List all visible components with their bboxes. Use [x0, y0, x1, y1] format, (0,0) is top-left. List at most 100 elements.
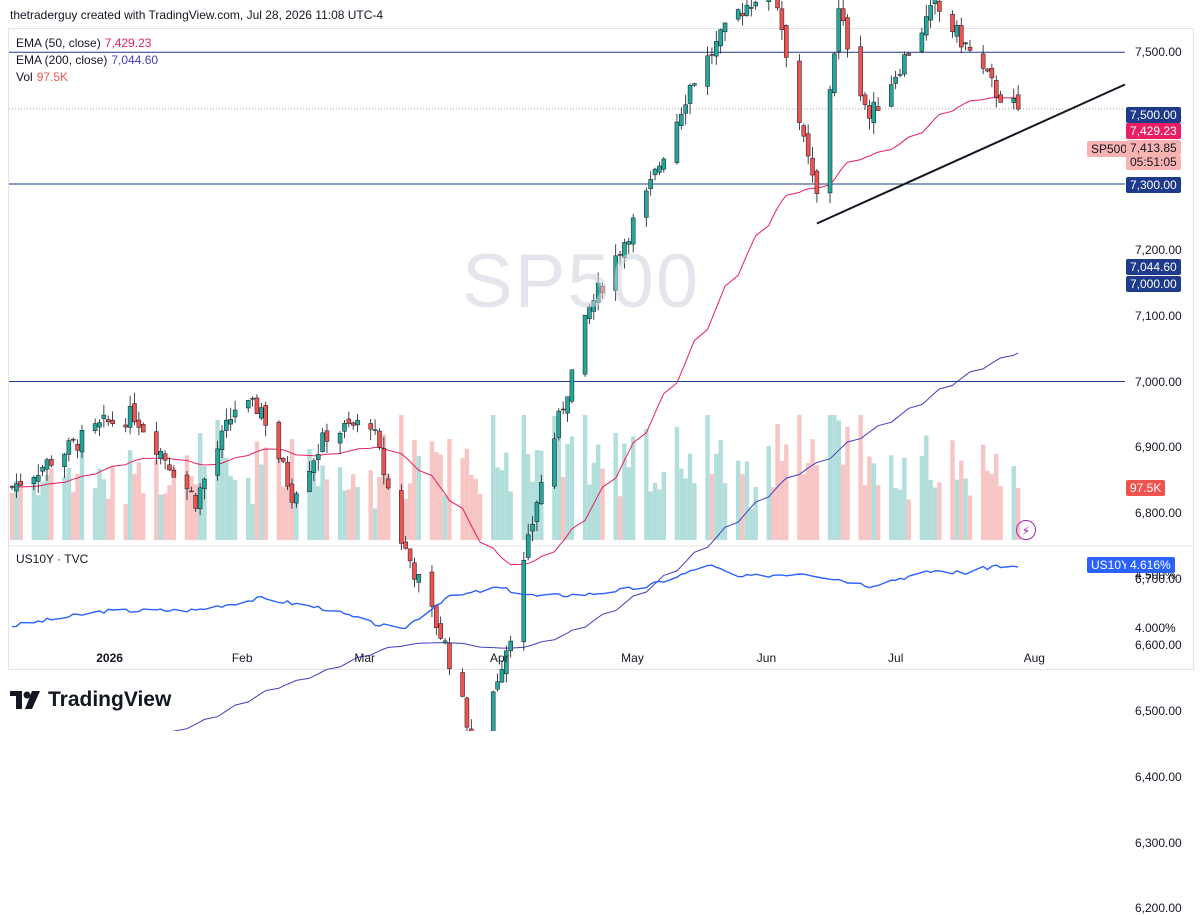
volume-bar: [232, 480, 238, 540]
candle-body: [683, 104, 688, 114]
us10y-line: [11, 564, 1019, 630]
candle-body: [416, 574, 422, 583]
candle-body: [661, 158, 667, 170]
volume-bar: [36, 495, 41, 540]
volume-bar: [928, 479, 933, 540]
price-tick-label: 6,400.00: [1135, 769, 1182, 784]
candle-body: [79, 430, 85, 453]
triangle-bottom-line: [816, 83, 1126, 225]
candle-body: [280, 457, 286, 462]
candle-body: [565, 396, 570, 414]
volume-bar: [132, 473, 137, 540]
price-tick-label: 6,500.00: [1135, 703, 1182, 718]
volume-bar: [372, 508, 378, 540]
volume-bar: [998, 486, 1003, 540]
candle-body: [232, 409, 238, 418]
candle-body: [687, 84, 693, 104]
volume-bar: [101, 479, 107, 540]
volume-bar: [263, 447, 268, 540]
candle-body: [403, 541, 408, 549]
candle-body: [127, 405, 133, 428]
volume-bar: [770, 487, 776, 540]
volume-bar: [902, 457, 907, 540]
volume-bar: [307, 448, 312, 540]
candle-body: [307, 470, 312, 493]
volume-bar: [106, 498, 111, 540]
volume-bar: [897, 489, 903, 540]
volume-bar: [490, 415, 496, 540]
volume-bar: [893, 487, 898, 540]
volume-bar: [136, 462, 142, 540]
legend-ema50[interactable]: EMA (50, close) 7,429.23: [16, 35, 158, 52]
volume-bar: [97, 468, 102, 540]
candle-body: [184, 474, 190, 490]
volume-bar: [989, 474, 995, 540]
candle-body: [324, 430, 330, 442]
volume-bar: [71, 492, 76, 540]
candle-body: [600, 286, 605, 294]
volume-bar: [377, 477, 382, 540]
volume-bar: [600, 468, 605, 540]
volume-bar: [687, 453, 693, 540]
candle-body: [101, 414, 107, 419]
lightning-icon[interactable]: ⚡: [1016, 520, 1036, 540]
price-tick-label: 6,700.00: [1135, 572, 1182, 587]
candle-body: [70, 438, 76, 441]
volume-bar: [797, 415, 802, 540]
candle-body: [740, 12, 745, 17]
candle-body: [132, 403, 137, 423]
level-7500-badge: 7,500.00: [1126, 107, 1181, 123]
candle-body: [219, 430, 225, 450]
volume-bar: [530, 481, 535, 540]
legend-ema200[interactable]: EMA (200, close) 7,044.60: [16, 52, 158, 69]
volume-bar: [775, 424, 780, 540]
candle-body: [490, 691, 496, 731]
volume-bar: [845, 426, 850, 540]
candle-body: [648, 179, 653, 189]
candle-body: [311, 460, 317, 473]
chart-frame[interactable]: [8, 28, 1194, 670]
volume-bar: [469, 474, 474, 540]
candle-body: [967, 46, 973, 51]
candle-body: [805, 133, 811, 157]
volume-bar: [320, 465, 325, 540]
legend-vol-label: Vol: [16, 70, 33, 84]
candle-body: [530, 524, 535, 532]
candle-body: [556, 410, 562, 438]
volume-bar: [193, 484, 198, 540]
volume-bar: [810, 439, 815, 540]
chart-canvas[interactable]: [0, 0, 1202, 731]
volume-bar: [967, 495, 973, 540]
volume-bar: [447, 438, 452, 540]
candle-body: [158, 451, 163, 459]
candle-body: [504, 650, 509, 675]
candle-body: [202, 478, 207, 489]
candle-body: [749, 6, 754, 9]
candle-body: [123, 424, 128, 428]
candle-body: [994, 80, 999, 98]
volume-bar: [171, 467, 177, 540]
candle-body: [845, 17, 850, 50]
volume-bar: [779, 460, 785, 540]
price-tick-label: 6,900.00: [1135, 440, 1182, 455]
candle-body: [617, 253, 623, 256]
volume-bar: [434, 452, 439, 540]
candle-body: [105, 419, 111, 423]
candle-body: [937, 0, 942, 12]
volume-bar: [836, 420, 841, 540]
candle-body: [193, 494, 198, 509]
volume-bar: [162, 493, 168, 540]
volume-bar: [1011, 466, 1016, 540]
volume-bar: [749, 509, 754, 540]
volume-bar: [950, 440, 955, 540]
candle-body: [622, 242, 627, 258]
candle-body: [189, 490, 194, 493]
volume-bar: [805, 462, 811, 540]
yield-tick-label: 4.000%: [1135, 621, 1176, 635]
candle-body: [552, 438, 557, 487]
candle-body: [285, 461, 290, 487]
legend-volume[interactable]: Vol 97.5K: [16, 69, 158, 86]
price-tick-label: 7,200.00: [1135, 242, 1182, 257]
us10y-value-badge: 4.616%: [1126, 557, 1175, 573]
volume-bar: [412, 439, 417, 540]
